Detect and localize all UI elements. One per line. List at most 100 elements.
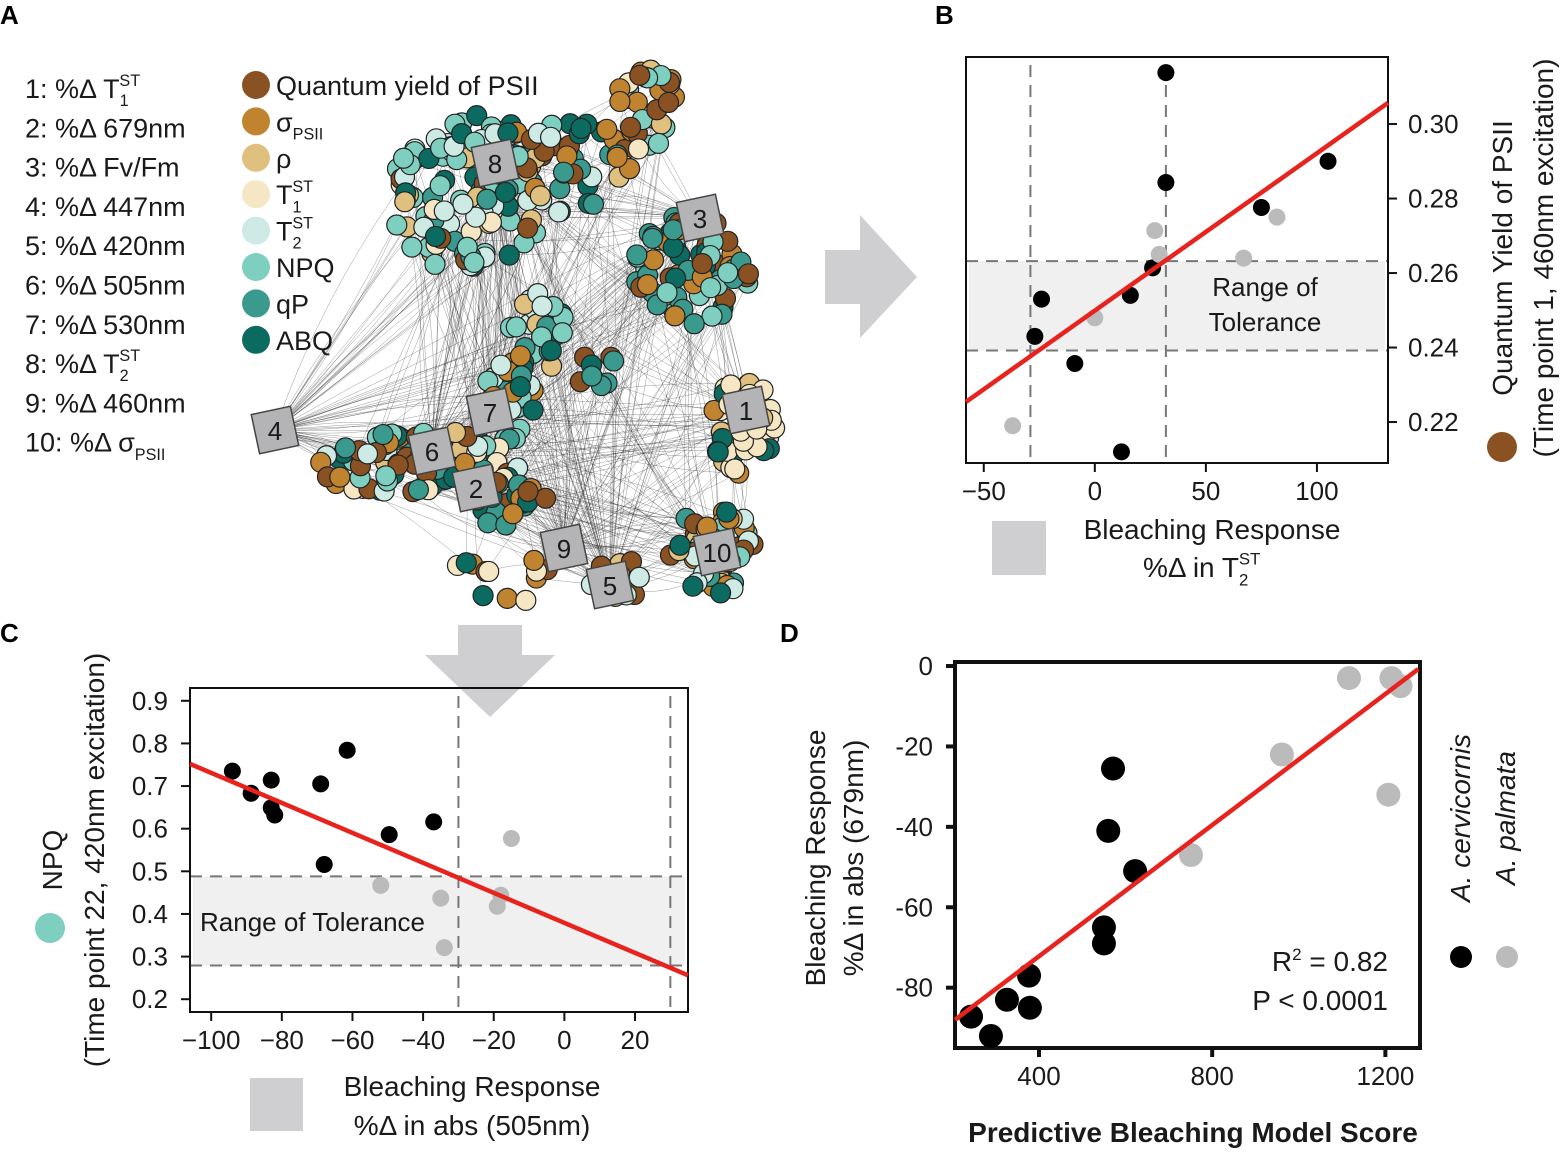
network-edge: [563, 272, 728, 549]
network-edge: [472, 266, 611, 586]
network-node: [517, 217, 539, 239]
network-node: [515, 589, 537, 611]
y-axis-label-2: (Time point 22, 420nm excitation): [79, 653, 110, 1068]
network-edge: [609, 84, 671, 586]
legend-swatch: [242, 71, 270, 99]
node-box-4: 4: [250, 405, 300, 455]
node-box-rect: [451, 463, 501, 513]
legend-swatch: [242, 216, 270, 245]
species-legend-label: A. cervicornis: [1445, 734, 1476, 904]
metric-item: 1: %Δ T1 ST: [25, 72, 140, 110]
network-node: [701, 305, 723, 327]
legend-swatch: [242, 180, 270, 209]
legend-label-sub: 1: [293, 198, 302, 216]
legend-swatch: [242, 289, 270, 318]
y-tick-label: 0.30: [1408, 109, 1459, 139]
network-node: [724, 458, 746, 480]
panel-c-label: C: [0, 618, 19, 648]
x-tick-label: −60: [330, 1025, 374, 1055]
network-node: [494, 181, 517, 204]
legend-label: ρ: [276, 144, 291, 174]
data-point: [1066, 355, 1084, 373]
tolerance-label: Range of Tolerance: [200, 907, 425, 937]
network-edge: [274, 224, 398, 431]
network-edge: [527, 228, 611, 586]
network-node: [394, 191, 416, 213]
metric-item-sup: ST: [119, 347, 140, 365]
node-box-rect: [250, 405, 300, 455]
data-point: [1268, 208, 1286, 226]
network-node: [529, 185, 551, 207]
x-tick-label: −20: [472, 1025, 516, 1055]
data-point: [1376, 782, 1401, 807]
y-axis-label: NPQ: [37, 830, 68, 891]
network-node: [496, 587, 518, 609]
x-tick-label: −40: [401, 1025, 445, 1055]
data-point: [312, 775, 330, 793]
plot-frame: [953, 660, 1422, 1050]
network-edge: [274, 283, 694, 431]
y-axis-label-2: %Δ in abs (679nm): [838, 740, 869, 977]
node-box-rect: [585, 560, 635, 610]
node-box-rect: [692, 527, 742, 577]
data-point: [1146, 222, 1164, 240]
down-arrow-icon: [425, 625, 555, 717]
network-node: [498, 244, 520, 266]
y-tick-label: -80: [895, 973, 933, 1003]
network-node: [375, 465, 397, 487]
x-tick-label: 20: [621, 1025, 650, 1055]
y-tick-label: -60: [895, 892, 933, 922]
network-node: [581, 365, 603, 387]
network-edge: [274, 265, 471, 431]
data-point: [372, 876, 390, 894]
metric-item-main: 5: %Δ 420nm: [25, 231, 186, 261]
network-node: [539, 126, 562, 148]
network-node: [401, 236, 423, 258]
x-axis-label: Bleaching Response: [344, 1071, 601, 1102]
network-node: [641, 227, 664, 249]
network-node: [551, 322, 573, 344]
node-box-label: 3: [693, 204, 707, 234]
r2-label: R: [1272, 946, 1292, 977]
network-edge: [274, 183, 485, 431]
network-edge: [504, 202, 611, 586]
y-tick-label: 0.3: [132, 942, 168, 972]
network-node: [490, 354, 512, 376]
network-edge: [563, 512, 724, 549]
data-point: [425, 813, 443, 831]
legend-label: qP: [276, 289, 309, 319]
x-axis-label: Predictive Bleaching Model Score: [968, 1117, 1418, 1148]
network-node: [386, 214, 408, 236]
network-node: [682, 575, 704, 597]
network-node: [552, 161, 575, 183]
network-node: [476, 188, 498, 210]
network-edge: [353, 488, 611, 586]
network-graph: 1 2 3 4 5 6 7 8 9 10: [250, 59, 786, 611]
x-tick-label: 1200: [1356, 1061, 1414, 1091]
legend-label-sup: ST: [292, 178, 313, 196]
network-node: [478, 560, 500, 583]
plot-frame: [189, 687, 689, 1013]
p-value-stat: P < 0.0001: [1252, 985, 1388, 1016]
node-box-label: 1: [739, 396, 753, 426]
network-node: [522, 399, 544, 421]
metric-item-main: 1: %Δ T: [25, 74, 120, 104]
r-squared-stat: R2 = 0.82: [1272, 945, 1388, 977]
network-node: [509, 376, 531, 398]
data-point: [266, 806, 284, 824]
metric-item-main: 8: %Δ T: [25, 349, 120, 379]
y-tick-label: 0.5: [132, 856, 168, 886]
network-node: [664, 305, 686, 327]
data-point: [1096, 818, 1121, 843]
y-tick-label: 0.6: [132, 814, 168, 844]
legend-label-main: σ: [276, 107, 293, 137]
node-box-rect: [470, 138, 520, 188]
node-box-rect: [675, 193, 725, 243]
node-box-label: 9: [557, 534, 571, 564]
species-legend-swatch: [1496, 946, 1518, 968]
network-node: [548, 201, 570, 223]
legend-label-main: T: [276, 180, 293, 210]
data-point: [1178, 843, 1203, 867]
network-node: [691, 252, 713, 275]
